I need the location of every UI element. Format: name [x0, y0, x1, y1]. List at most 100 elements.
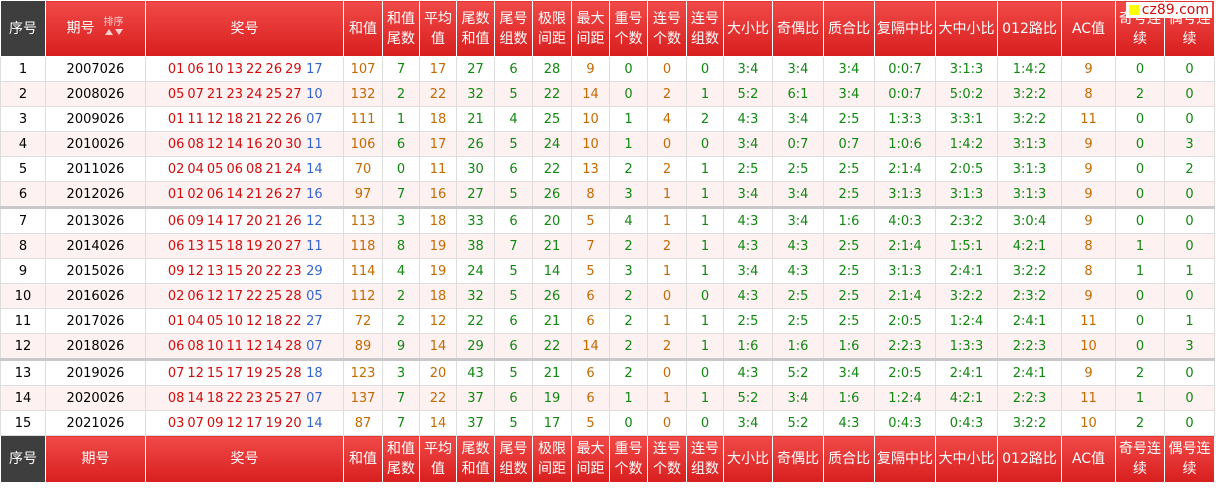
red-ball: 15: [206, 365, 224, 381]
row-number: 12: [0, 333, 46, 360]
stat-cell: 19: [419, 258, 457, 284]
red-ball: 04: [187, 313, 204, 329]
stat-cell: 38: [456, 233, 495, 259]
header-text: 奇偶比: [777, 451, 819, 467]
red-ball: 11: [187, 111, 204, 127]
stat-cell: 1:2:4: [935, 308, 998, 334]
stat-cell: 2: [1115, 358, 1165, 386]
stat-cell: 3: [1164, 131, 1215, 157]
row-number: 9: [0, 258, 46, 284]
stat-cell: 6: [571, 385, 610, 411]
header-cell: 序号: [0, 435, 46, 483]
header-text: AC值: [1071, 20, 1106, 37]
stat-cell: 11: [1061, 106, 1116, 132]
stat-cell: 8: [1061, 233, 1116, 259]
stat-cell: 7: [494, 233, 533, 259]
stat-cell: 22: [419, 385, 457, 411]
header-cell: 012路比: [997, 0, 1062, 57]
stat-cell: 32: [456, 81, 495, 107]
header-text: 012路比: [1002, 451, 1057, 467]
red-ball: 02: [167, 288, 185, 304]
stat-cell: 3:1:3: [997, 156, 1062, 182]
sort-arrows[interactable]: [103, 28, 125, 36]
red-ball: 09: [167, 263, 185, 279]
issue: 2021026: [45, 410, 146, 436]
header-text: 极限间距: [538, 10, 566, 47]
red-ball: 13: [206, 263, 224, 279]
red-ball: 08: [187, 136, 204, 152]
issue: 2012026: [45, 181, 146, 208]
draw-numbers: 06 08 12 14 16 20 30 11: [145, 131, 344, 157]
stat-cell: 21: [532, 358, 572, 386]
row-number: 3: [0, 106, 46, 132]
stat-cell: 8: [382, 233, 420, 259]
issue: 2013026: [45, 206, 146, 234]
header-cell: 尾号组数: [494, 435, 533, 483]
stat-cell: 20: [532, 206, 572, 234]
red-ball: 20: [285, 415, 302, 431]
stat-cell: 4:0:3: [874, 206, 936, 234]
header-text: 偶号连续: [1168, 441, 1211, 477]
draw-numbers: 03 07 09 12 17 19 20 14: [145, 410, 344, 436]
draw-numbers: 06 13 15 18 19 20 27 11: [145, 233, 344, 259]
stat-cell: 3:4: [723, 56, 773, 82]
stat-cell: 2:4:1: [997, 308, 1062, 334]
stat-cell: 16: [419, 181, 457, 208]
stat-cell: 6:1: [772, 81, 824, 107]
header-cell: 最大间距: [571, 0, 610, 57]
stat-cell: 0: [1164, 358, 1215, 386]
stat-cell: 32: [456, 283, 495, 309]
data-row: 1 2007026 01 06 10 13 22 26 29 17 107 7 17 27 6 28 9 0 0 0 3…: [0, 56, 1215, 82]
stat-cell: 3: [382, 358, 420, 386]
stat-cell: 14: [571, 81, 610, 107]
red-ball: 12: [187, 263, 204, 279]
draw-numbers: 02 04 05 06 08 21 24 14: [145, 156, 344, 182]
red-ball: 23: [226, 86, 243, 102]
red-ball: 28: [285, 288, 302, 304]
header-text: 复隔中比: [877, 451, 933, 467]
red-ball: 05: [206, 161, 224, 177]
footer-row: 序号 期号 奖号 和值 和值尾数 平均值 尾数和值 尾号组数 极限间距 最大间距 重号个数 连号个数连…: [0, 435, 1215, 483]
stat-cell: 9: [1061, 56, 1116, 82]
red-ball: 16: [246, 136, 263, 152]
red-ball: 14: [206, 213, 224, 229]
draw-numbers: 01 04 05 10 12 18 22 27: [145, 308, 344, 334]
stat-cell: 4: [382, 258, 420, 284]
header-cell: 复隔中比: [874, 435, 936, 483]
header-text: 和值: [349, 451, 377, 467]
stat-cell: 0: [1115, 106, 1165, 132]
header-cell: 序号: [0, 0, 46, 57]
stat-cell: 0: [1164, 283, 1215, 309]
stat-cell: 4:3: [772, 258, 824, 284]
stat-cell: 0:0:7: [874, 56, 936, 82]
stat-cell: 2:3:2: [997, 283, 1062, 309]
header-cell: 连号个数: [647, 0, 687, 57]
red-ball: 10: [206, 338, 224, 354]
red-ball: 07: [167, 365, 185, 381]
blue-ball: 10: [306, 86, 323, 102]
red-ball: 17: [246, 415, 263, 431]
red-ball: 12: [246, 338, 263, 354]
stat-cell: 2: [647, 333, 687, 360]
stat-cell: 2:5: [723, 156, 773, 182]
stat-cell: 4:3: [723, 206, 773, 234]
stat-cell: 14: [532, 258, 572, 284]
header-text: 平均值: [424, 10, 452, 47]
issue: 2009026: [45, 106, 146, 132]
header-text: 连号个数: [653, 441, 681, 477]
draw-numbers: 09 12 13 15 20 22 23 29: [145, 258, 344, 284]
draw-numbers: 06 09 14 17 20 21 26 12: [145, 206, 344, 234]
stat-cell: 1:6: [823, 333, 875, 360]
issue: 2008026: [45, 81, 146, 107]
blue-ball: 17: [306, 61, 323, 77]
issue: 2007026: [45, 56, 146, 82]
red-ball: 10: [206, 61, 224, 77]
stat-cell: 2: [382, 308, 420, 334]
header-text: 和值尾数: [387, 441, 415, 477]
red-ball: 23: [246, 390, 263, 406]
red-ball: 24: [246, 86, 263, 102]
stat-cell: 1:6: [723, 333, 773, 360]
stat-cell: 9: [571, 56, 610, 82]
blue-ball: 14: [306, 161, 323, 177]
sort-button[interactable]: 排序: [103, 18, 125, 39]
